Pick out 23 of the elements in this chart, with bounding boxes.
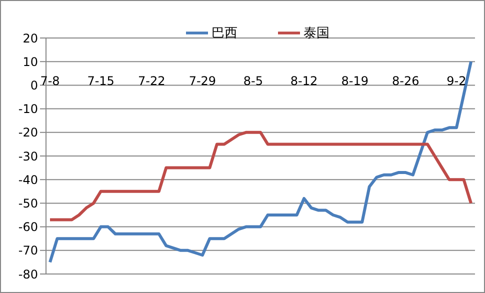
- y-tick-label: 0: [30, 78, 38, 92]
- y-tick-label: -80: [18, 267, 38, 282]
- y-tick-label: -50: [18, 196, 38, 210]
- x-tick-label: 7-15: [87, 74, 114, 88]
- x-tick-label: 7-22: [138, 74, 166, 88]
- y-tick-label: 10: [22, 54, 38, 69]
- x-tick-label: 8-26: [392, 74, 420, 88]
- x-tick-label: 9-2: [446, 74, 466, 88]
- y-tick-label: -30: [18, 149, 38, 164]
- line-series: [48, 130, 472, 222]
- x-tick-label: 8-12: [290, 74, 318, 88]
- x-tick-label: 7-8: [40, 74, 60, 88]
- x-tick-label: 8-19: [341, 74, 368, 88]
- y-tick-label: -60: [18, 220, 38, 234]
- y-tick-label: 20: [22, 31, 38, 46]
- y-tick-label: -70: [18, 244, 38, 258]
- y-tick-label: -10: [18, 102, 38, 116]
- legend-label: 巴西: [212, 26, 238, 41]
- x-tick-label: 8-5: [243, 74, 264, 88]
- y-tick-label: -40: [18, 172, 38, 187]
- legend-label: 泰国: [304, 26, 330, 41]
- y-tick-label: -20: [18, 126, 38, 140]
- x-tick-label: 7-29: [188, 74, 216, 88]
